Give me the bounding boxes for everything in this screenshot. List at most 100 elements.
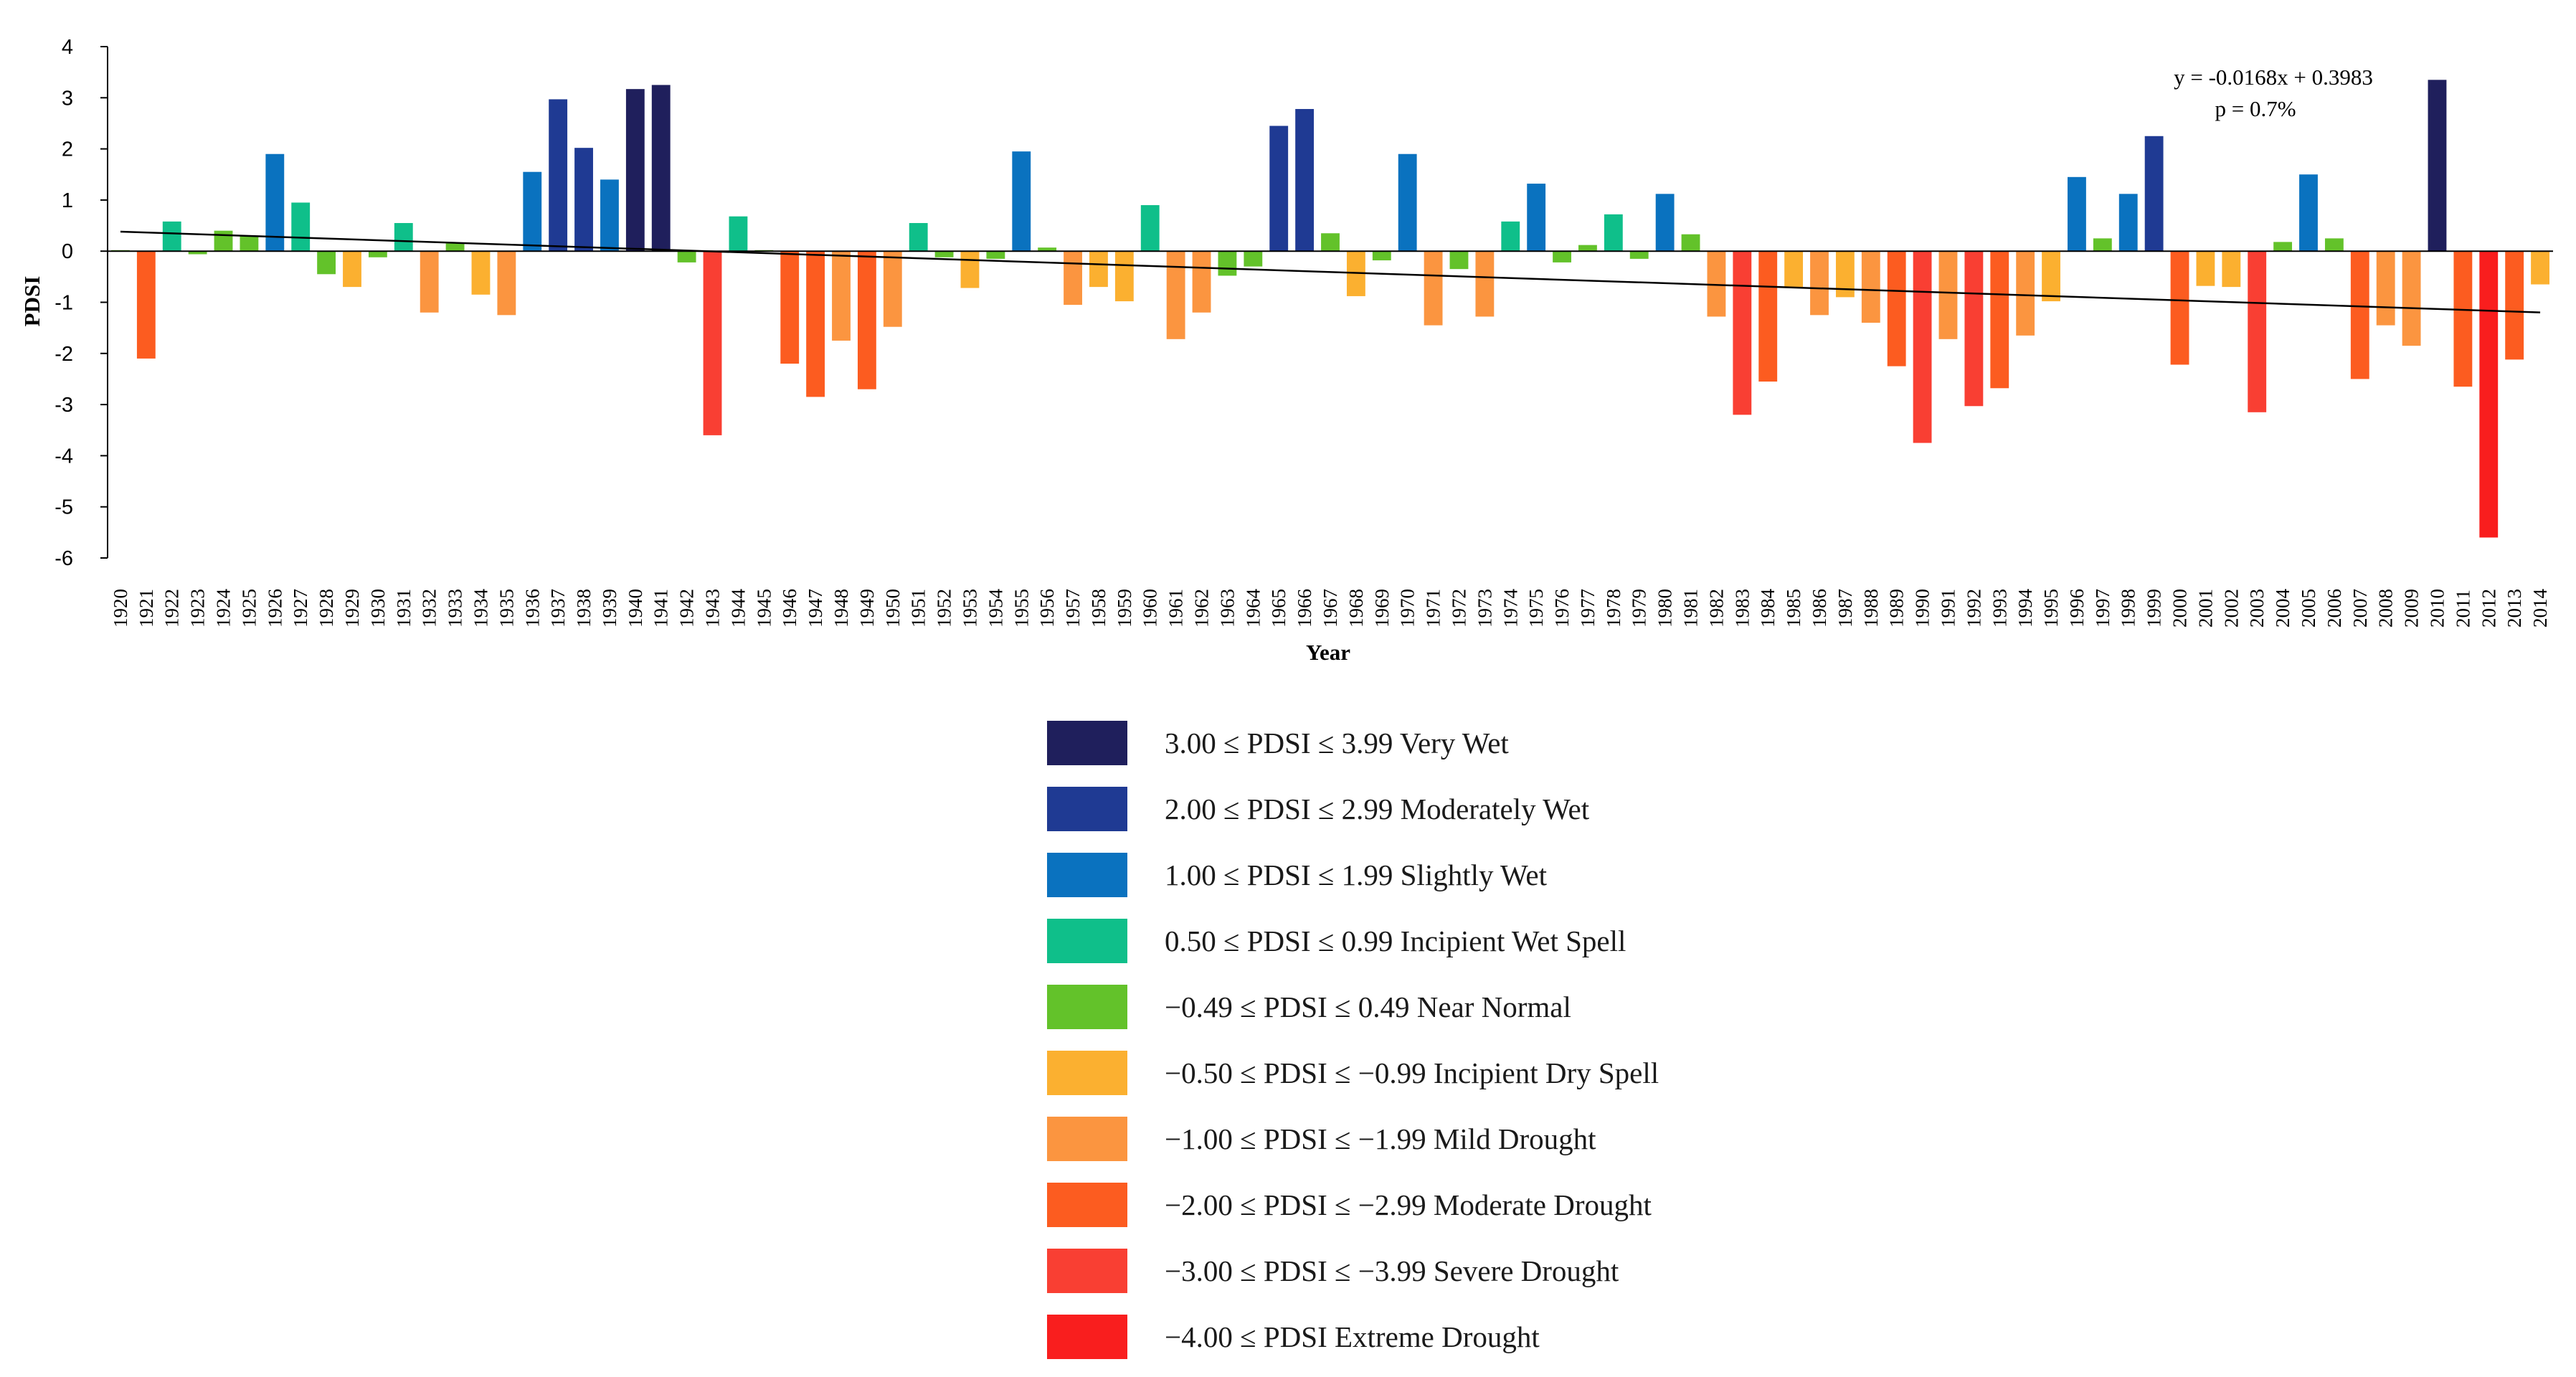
legend: 3.00 ≤ PDSI ≤ 3.99 Very Wet 2.00 ≤ PDSI ≤… bbox=[1047, 710, 1908, 1370]
x-tick-label: 1946 bbox=[779, 589, 800, 628]
bar bbox=[1295, 108, 1315, 252]
x-tick-label: 1996 bbox=[2066, 589, 2088, 628]
bar bbox=[1218, 251, 1237, 276]
bar bbox=[2402, 251, 2421, 346]
x-tick-label: 1949 bbox=[856, 589, 878, 628]
y-tick-label: -4 bbox=[55, 445, 73, 468]
x-tick-label: 1937 bbox=[547, 589, 569, 628]
x-tick-label: 1990 bbox=[1912, 589, 1933, 628]
bar bbox=[1629, 251, 1649, 259]
legend-item: 2.00 ≤ PDSI ≤ 2.99 Moderately Wet bbox=[1047, 776, 1908, 842]
trend-p-value: p = 0.7% bbox=[2215, 96, 2296, 121]
bar bbox=[2531, 251, 2549, 285]
x-tick-label: 1938 bbox=[573, 589, 595, 628]
bar bbox=[1321, 233, 1340, 252]
x-tick-label: 1923 bbox=[187, 589, 209, 628]
x-tick-label: 2012 bbox=[2478, 589, 2499, 628]
x-tick-label: 1994 bbox=[2014, 589, 2036, 628]
bar bbox=[1192, 251, 1211, 313]
x-tick-label: 1962 bbox=[1191, 589, 1213, 628]
bar bbox=[420, 251, 439, 313]
bar bbox=[497, 251, 516, 316]
x-tick-label: 1965 bbox=[1268, 589, 1289, 628]
x-tick-label: 1952 bbox=[934, 589, 955, 628]
legend-label: 1.00 ≤ PDSI ≤ 1.99 Slightly Wet bbox=[1165, 858, 1547, 891]
bar bbox=[1887, 251, 1906, 366]
bar bbox=[2350, 251, 2369, 379]
x-tick-label: 1960 bbox=[1140, 589, 1161, 628]
y-tick-label: 3 bbox=[62, 87, 73, 110]
x-tick-label: 1964 bbox=[1242, 589, 1264, 628]
y-tick-label: 4 bbox=[62, 36, 73, 59]
legend-item: −4.00 ≤ PDSI Extreme Drought bbox=[1047, 1304, 1908, 1370]
bar bbox=[1372, 251, 1391, 261]
bar bbox=[857, 251, 876, 389]
x-tick-label: 2002 bbox=[2220, 589, 2242, 628]
x-tick-label: 1926 bbox=[264, 589, 285, 628]
bar bbox=[188, 251, 207, 255]
bar bbox=[162, 221, 181, 252]
legend-item: −2.00 ≤ PDSI ≤ −2.99 Moderate Drought bbox=[1047, 1172, 1908, 1238]
x-tick-label: 2003 bbox=[2246, 589, 2268, 628]
x-tick-label: 1929 bbox=[341, 589, 363, 628]
legend-label: 0.50 ≤ PDSI ≤ 0.99 Incipient Wet Spell bbox=[1165, 924, 1626, 957]
x-tick-label: 1968 bbox=[1345, 589, 1367, 628]
legend-swatch bbox=[1047, 1183, 1127, 1227]
x-tick-label: 1920 bbox=[110, 589, 131, 628]
bar bbox=[1810, 251, 1829, 316]
x-tick-label: 1939 bbox=[599, 589, 620, 628]
x-tick-label: 1978 bbox=[1603, 589, 1624, 628]
x-tick-label: 1933 bbox=[445, 589, 466, 628]
bar bbox=[2428, 80, 2447, 252]
bar bbox=[651, 85, 671, 252]
x-axis-label: Year bbox=[1306, 640, 1350, 665]
x-tick-label: 1936 bbox=[521, 589, 543, 628]
legend-item: 0.50 ≤ PDSI ≤ 0.99 Incipient Wet Spell bbox=[1047, 908, 1908, 974]
bar bbox=[368, 251, 387, 257]
x-tick-label: 2007 bbox=[2349, 589, 2371, 628]
bar bbox=[1089, 251, 1108, 288]
legend-label: −2.00 ≤ PDSI ≤ −2.99 Moderate Drought bbox=[1165, 1188, 1652, 1221]
x-tick-label: 1958 bbox=[1088, 589, 1109, 628]
bar bbox=[2248, 251, 2267, 412]
x-tick-label: 1988 bbox=[1860, 589, 1882, 628]
bar bbox=[1938, 251, 1958, 339]
x-tick-label: 1979 bbox=[1629, 589, 1650, 628]
x-tick-label: 1951 bbox=[908, 589, 929, 628]
legend-item: −3.00 ≤ PDSI ≤ −3.99 Severe Drought bbox=[1047, 1238, 1908, 1304]
x-tick-label: 1975 bbox=[1525, 589, 1547, 628]
x-tick-label: 1934 bbox=[470, 589, 491, 628]
x-tick-label: 1982 bbox=[1705, 589, 1727, 628]
x-tick-label: 1995 bbox=[2040, 589, 2062, 628]
bar bbox=[2118, 194, 2138, 252]
y-tick-label: -3 bbox=[55, 394, 73, 417]
legend-label: −0.49 ≤ PDSI ≤ 0.49 Near Normal bbox=[1165, 990, 1571, 1023]
legend-label: −4.00 ≤ PDSI Extreme Drought bbox=[1165, 1320, 1540, 1353]
x-tick-label: 1976 bbox=[1551, 589, 1573, 628]
legend-swatch bbox=[1047, 1051, 1127, 1095]
bar bbox=[1733, 251, 1752, 415]
x-tick-label: 2014 bbox=[2529, 589, 2551, 628]
bar bbox=[2144, 136, 2164, 252]
y-tick-label: -5 bbox=[55, 496, 73, 519]
bar bbox=[1913, 251, 1932, 443]
bar bbox=[1758, 251, 1778, 382]
legend-swatch bbox=[1047, 1315, 1127, 1359]
bar bbox=[1166, 251, 1185, 339]
legend-item: −1.00 ≤ PDSI ≤ −1.99 Mild Drought bbox=[1047, 1106, 1908, 1172]
y-axis-label: PDSI bbox=[19, 276, 44, 327]
x-tick-label: 1989 bbox=[1886, 589, 1908, 628]
y-tick-label: 2 bbox=[62, 138, 73, 161]
x-tick-label: 1932 bbox=[419, 589, 440, 628]
bar bbox=[2479, 251, 2499, 538]
x-tick-label: 1999 bbox=[2144, 589, 2165, 628]
x-tick-label: 1924 bbox=[213, 589, 235, 628]
bar bbox=[806, 251, 825, 397]
trendline bbox=[120, 230, 2541, 313]
bar bbox=[909, 222, 928, 252]
bar bbox=[625, 89, 645, 252]
x-tick-label: 1950 bbox=[882, 589, 904, 628]
x-tick-label: 1991 bbox=[1937, 589, 1959, 628]
x-tick-label: 1944 bbox=[727, 589, 749, 628]
